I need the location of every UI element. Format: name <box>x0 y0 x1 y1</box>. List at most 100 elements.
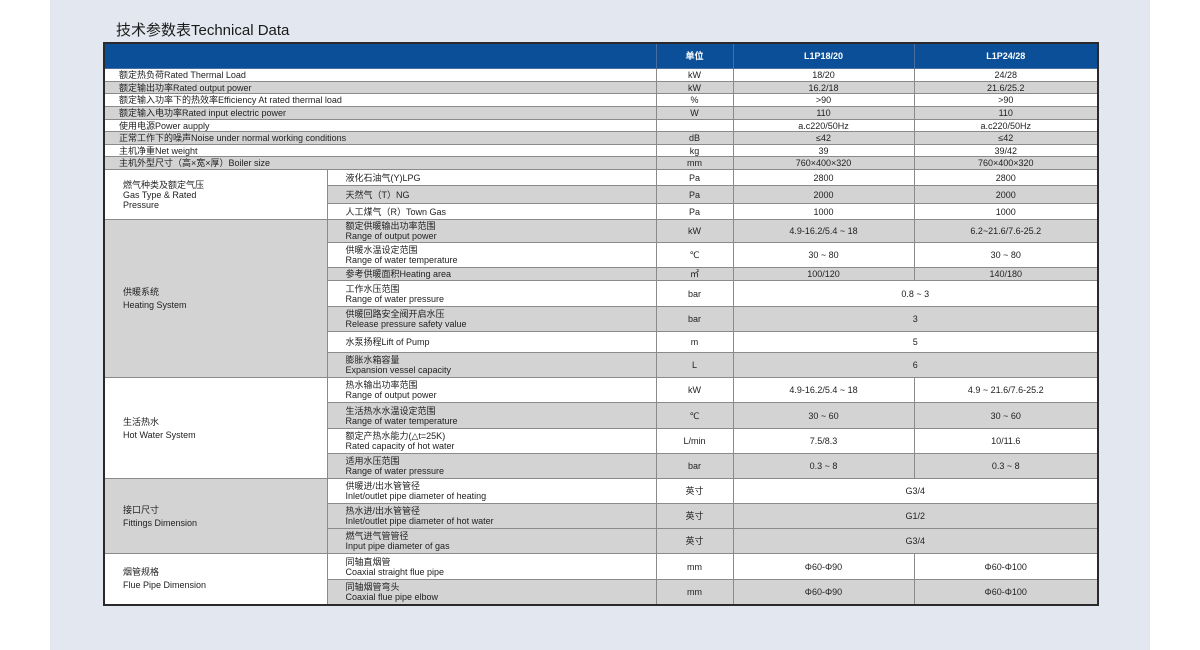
merged-value-cell: 3 <box>732 306 1099 332</box>
unit-cell: 英寸 <box>655 528 734 554</box>
value-cell: 110 <box>732 106 915 120</box>
table-row: 膨胀水箱容量 Expansion vessel capacity L 6 <box>104 352 1099 378</box>
group-label-en: Heating System <box>123 300 187 310</box>
table-row: 燃气种类及额定气压 Gas Type & Rated Pressure 液化石油气(Y… <box>103 169 1099 220</box>
unit-cell: kW <box>655 81 734 94</box>
unit-cell: 英寸 <box>655 503 734 529</box>
value-cell: 4.9-16.2/5.4 ~ 18 <box>732 377 915 403</box>
param-label: 额定产热水能力(△t=25K) Rated capacity of hot wat… <box>326 428 657 454</box>
table-row: 燃气进气管管径 Input pipe diameter of gas 英寸 G3/4 <box>104 528 1099 554</box>
param-label: 膨胀水箱容量 Expansion vessel capacity <box>326 352 657 378</box>
value-cell: 18/20 <box>732 68 915 82</box>
unit-cell: bar <box>655 453 734 479</box>
param-label: 额定输入电功率Rated input electric power <box>103 106 657 120</box>
table-row: 供暖回路安全阀开启水压 Release pressure safety value… <box>104 306 1099 332</box>
param-label: 额定输出功率Rated output power <box>103 81 657 94</box>
group-label-en: Gas Type & Rated Pressure <box>123 189 197 210</box>
value-cell: 2000 <box>732 185 915 204</box>
unit-cell: % <box>655 93 734 107</box>
group-label-cn: 烟管规格 <box>123 567 160 578</box>
param-label: 参考供暖面积Heating area <box>326 267 657 281</box>
param-label: 工作水压范围 Range of water pressure <box>326 280 657 307</box>
unit-cell: 英寸 <box>655 478 734 504</box>
value-cell: 10/11.6 <box>913 428 1099 454</box>
group-label-cn: 供暖系统 <box>123 287 160 297</box>
value-cell: 30 ~ 60 <box>913 402 1099 429</box>
table-row: 供暖系统 Heating System 额定供暖输出功率范围 Range of out… <box>103 219 1099 378</box>
group-label-en: Fittings Dimension <box>123 517 198 528</box>
table-row: 主机净重Net weight kg 39 39/42 <box>103 144 1099 157</box>
unit-cell: mm <box>655 156 734 170</box>
group-label-en: Hot Water System <box>123 429 196 440</box>
value-cell: Φ60-Φ100 <box>913 553 1099 580</box>
param-label: 适用水压范围 Range of water pressure <box>326 453 657 479</box>
value-cell: 4.9 ~ 21.6/7.6-25.2 <box>913 377 1099 403</box>
table-row: 同轴烟管弯头 Coaxial flue pipe elbow mm Φ60-Φ90 Φ6… <box>104 579 1099 605</box>
value-cell: 24/28 <box>913 68 1099 82</box>
param-label: 正常工作下的噪声Noise under normal working condi… <box>103 131 657 145</box>
value-cell: 6.2~21.6/7.6-25.2 <box>913 219 1099 243</box>
value-cell: 21.6/25.2 <box>913 81 1099 94</box>
value-cell: 30 ~ 80 <box>732 242 915 268</box>
header-blank <box>103 42 657 69</box>
param-label: 燃气进气管管径 Input pipe diameter of gas <box>326 528 657 554</box>
value-cell: Φ60-Φ90 <box>732 579 915 605</box>
group-label: 供暖系统 Heating System <box>103 219 328 378</box>
table-row: 接口尺寸 Fittings Dimension 供暖进/出水管管径 Inlet/out… <box>103 478 1099 554</box>
group-label-cn: 接口尺寸 <box>123 504 160 515</box>
table-row: 参考供暖面积Heating area ㎡ 100/120 140/180 <box>104 267 1099 281</box>
value-cell: 30 ~ 60 <box>732 402 915 429</box>
value-cell: 2000 <box>913 185 1099 204</box>
value-cell: >90 <box>732 93 915 107</box>
merged-value-cell: G1/2 <box>732 503 1099 529</box>
table-body: 额定热负荷Rated Thermal Load kW 18/20 24/28 额定输出功… <box>103 68 1099 605</box>
group-label: 接口尺寸 Fittings Dimension <box>103 478 328 554</box>
table-row: 额定输入电功率Rated input electric power W 110 110 <box>103 106 1099 120</box>
param-label: 热水进/出水管管径 Inlet/outlet pipe diameter of h… <box>326 503 657 529</box>
header-model-1: L1P18/20 <box>732 42 915 69</box>
table-row: 水泵扬程Lift of Pump m 5 <box>104 331 1099 353</box>
group-label: 烟管规格 Flue Pipe Dimension <box>103 553 328 605</box>
header-unit: 单位 <box>655 42 734 69</box>
param-label: 供暖进/出水管管径 Inlet/outlet pipe diameter of h… <box>326 478 657 504</box>
param-label: 水泵扬程Lift of Pump <box>326 331 657 353</box>
page-title: 技术参数表Technical Data <box>116 22 290 39</box>
technical-data-table: 单位 L1P18/20 L1P24/28 额定热负荷Rated Thermal … <box>103 42 1099 606</box>
table-row: 正常工作下的噪声Noise under normal working condi… <box>103 131 1099 145</box>
param-label: 额定热负荷Rated Thermal Load <box>103 68 657 82</box>
value-cell: ≤42 <box>732 131 915 145</box>
value-cell: 0.3 ~ 8 <box>732 453 915 479</box>
group-label: 燃气种类及额定气压 Gas Type & Rated Pressure <box>103 169 328 220</box>
value-cell: Φ60-Φ100 <box>913 579 1099 605</box>
unit-cell: kg <box>655 144 734 157</box>
merged-value-cell: G3/4 <box>732 478 1099 504</box>
param-label: 人工煤气（R）Town Gas <box>326 203 657 220</box>
unit-cell: bar <box>655 280 734 307</box>
table-row: 天然气（T）NG Pa 2000 2000 <box>104 185 1099 204</box>
table-row: 主机外型尺寸（高×宽×厚）Boiler size mm 760×400×320 760… <box>103 156 1099 170</box>
value-cell: 30 ~ 80 <box>913 242 1099 268</box>
unit-cell: ℃ <box>655 242 734 268</box>
value-cell: 2800 <box>913 169 1099 186</box>
unit-cell: L <box>655 352 734 378</box>
value-cell: 7.5/8.3 <box>732 428 915 454</box>
value-cell: 760×400×320 <box>913 156 1099 170</box>
value-cell: a.c220/50Hz <box>732 119 915 132</box>
value-cell: 0.3 ~ 8 <box>913 453 1099 479</box>
unit-cell: Pa <box>655 203 734 220</box>
table-row: 烟管规格 Flue Pipe Dimension 同轴直烟管 Coaxial stra… <box>103 553 1099 605</box>
value-cell: 1000 <box>732 203 915 220</box>
unit-cell: Pa <box>655 169 734 186</box>
value-cell: 16.2/18 <box>732 81 915 94</box>
merged-value-cell: 0.8 ~ 3 <box>732 280 1099 307</box>
unit-cell: Pa <box>655 185 734 204</box>
group-label: 生活热水 Hot Water System <box>103 377 328 479</box>
unit-cell: kW <box>655 68 734 82</box>
value-cell: 39/42 <box>913 144 1099 157</box>
param-label: 额定输入功率下的热效率Efficiency At rated thermal l… <box>103 93 657 107</box>
value-cell: 140/180 <box>913 267 1099 281</box>
param-label: 主机净重Net weight <box>103 144 657 157</box>
table-row: 生活热水水温设定范围 Range of water temperature ℃ 30 … <box>104 402 1099 429</box>
merged-value-cell: 6 <box>732 352 1099 378</box>
